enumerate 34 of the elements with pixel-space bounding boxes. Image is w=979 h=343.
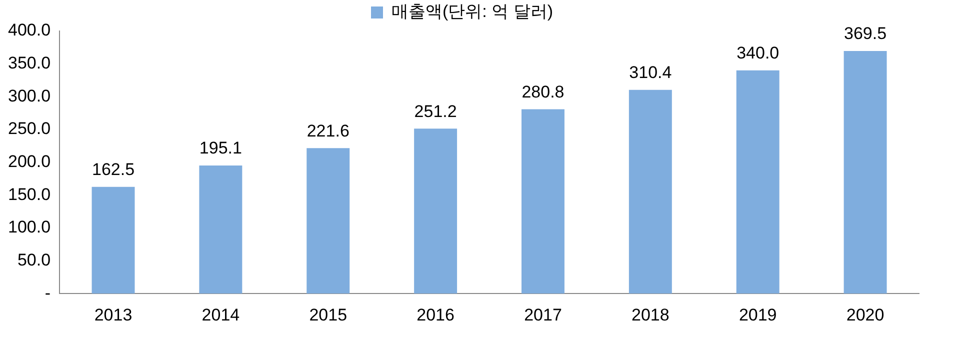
bar — [522, 109, 564, 294]
text: 280.8 — [522, 82, 564, 102]
text: 251.2 — [414, 102, 457, 121]
y-tick-label: 100.0 — [8, 218, 51, 237]
text: 195.1 — [199, 138, 242, 158]
bar — [736, 70, 780, 294]
x-tick-label: 2020 — [846, 305, 884, 324]
x-tick-label: 2017 — [524, 305, 562, 324]
legend-label: 매출액(단위: 억 달러) — [392, 2, 554, 22]
y-tick-label: - — [44, 283, 51, 302]
bar — [628, 90, 672, 294]
bar — [306, 148, 350, 294]
bar — [414, 128, 458, 294]
y-tick-label: 350.0 — [8, 54, 51, 73]
bar — [199, 166, 242, 294]
y-tick-label: 300.0 — [8, 86, 51, 106]
x-tick-label: 2015 — [309, 305, 348, 324]
text: 340.0 — [736, 44, 780, 63]
bar — [844, 51, 887, 294]
text: 162.5 — [92, 160, 135, 180]
y-tick-label: 200.0 — [8, 152, 51, 171]
bar — [92, 186, 135, 294]
y-tick-label: 250.0 — [8, 119, 51, 138]
text: 369.5 — [844, 24, 887, 44]
y-tick-label: 50.0 — [17, 250, 51, 270]
y-tick-label: 150.0 — [8, 184, 51, 204]
x-tick-label: 2014 — [202, 305, 240, 324]
x-tick-label: 2013 — [94, 305, 132, 324]
text: 221.6 — [306, 121, 350, 140]
x-tick-label: 2018 — [632, 305, 670, 324]
y-tick-label: 400.0 — [8, 20, 51, 40]
x-tick-label: 2016 — [416, 305, 454, 324]
text: 310.4 — [629, 63, 672, 82]
x-tick-label: 2019 — [738, 305, 777, 324]
